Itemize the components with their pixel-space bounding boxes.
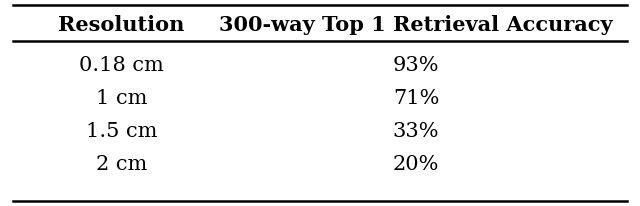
Text: 33%: 33%: [393, 122, 439, 141]
Text: 93%: 93%: [393, 56, 439, 75]
Text: Resolution: Resolution: [58, 15, 185, 35]
Text: 300-way Top 1 Retrieval Accuracy: 300-way Top 1 Retrieval Accuracy: [219, 15, 613, 35]
Text: 1.5 cm: 1.5 cm: [86, 122, 157, 141]
Text: 1 cm: 1 cm: [96, 89, 147, 108]
Text: 0.18 cm: 0.18 cm: [79, 56, 164, 75]
Text: 2 cm: 2 cm: [96, 155, 147, 174]
Text: 20%: 20%: [393, 155, 439, 174]
Text: 71%: 71%: [393, 89, 439, 108]
